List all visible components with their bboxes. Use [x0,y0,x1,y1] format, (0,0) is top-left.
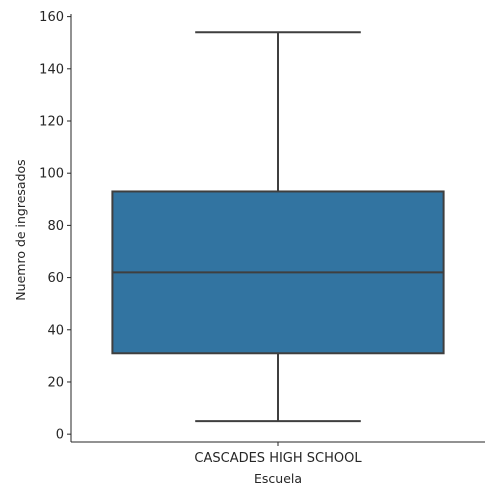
x-axis: CASCADES HIGH SCHOOL [71,441,485,466]
x-axis-title: Escuela [254,471,302,486]
x-tick-label: CASCADES HIGH SCHOOL [194,451,362,466]
y-tick-label: 140 [39,62,64,77]
y-tick-label: 20 [47,375,64,390]
y-tick-label: 40 [47,323,64,338]
y-axis: 0 20 40 60 80 100 120 140 160 [39,10,72,443]
y-tick-label: 100 [39,167,64,182]
y-tick-label: 80 [47,219,64,234]
y-tick-label: 160 [39,10,64,25]
y-tick-label: 120 [39,115,64,130]
y-axis-title: Nuemro de ingresados [13,159,28,300]
y-tick-label: 0 [56,428,64,443]
y-tick-label: 60 [47,271,64,286]
plot-area [111,31,445,423]
